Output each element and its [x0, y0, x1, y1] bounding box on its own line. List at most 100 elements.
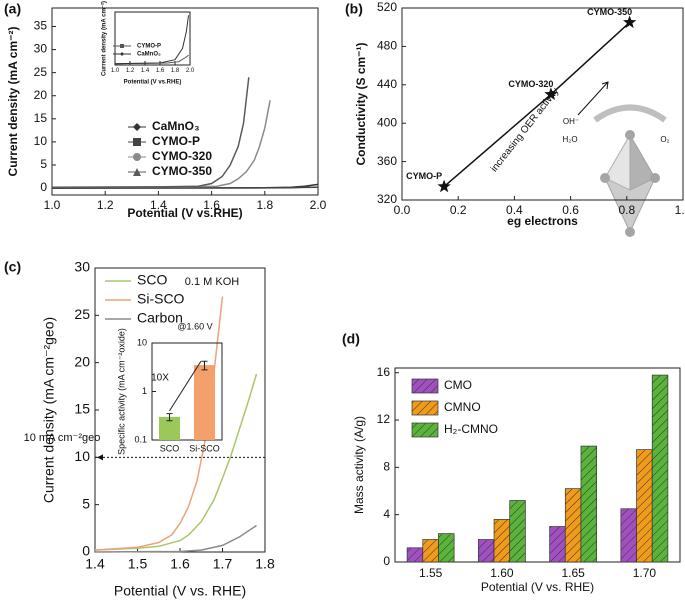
x-axis-label: Potential (V vs.RHE) — [127, 206, 242, 220]
y-tick-label: 35 — [34, 19, 48, 33]
bar — [636, 449, 653, 563]
legend-marker — [133, 153, 141, 161]
bar — [620, 508, 637, 563]
x-tick-label: 1.4 — [85, 555, 105, 571]
x-tick-label: 1.8 — [256, 198, 273, 212]
y-tick-label: 0 — [383, 554, 390, 568]
bar — [549, 526, 566, 563]
x-axis-label: Potential (V vs.RHE) — [124, 80, 182, 86]
bar — [509, 500, 526, 563]
x-axis-label: Potential (V vs. RHE) — [114, 583, 246, 599]
legend-label: H₂-CMNO — [444, 422, 498, 436]
x-axis-label: Potential (V vs. RHE) — [481, 580, 594, 594]
reference-arrow — [97, 454, 103, 461]
x-tick-label: 1.5 — [128, 555, 148, 571]
x-tick-label: 1.4 — [141, 68, 150, 74]
x-tick-label: 0.4 — [506, 203, 523, 217]
trend-arrow — [577, 81, 609, 116]
annotation: O₂ — [660, 135, 669, 144]
point-label: CYMO-320 — [508, 79, 553, 89]
y-axis-label: Current density (mA cm⁻²geo) — [41, 317, 57, 503]
panel: (c) 0 5 10 15 20 25 30 1.4 1.5 1.6 1.7 1.8 Potential … — [4, 259, 275, 599]
y-tick-label: 4 — [383, 507, 390, 521]
panel-label: (d) — [342, 331, 360, 347]
panel-label: (b) — [345, 1, 363, 17]
y-tick-label: 480 — [377, 39, 397, 53]
x-tick-label: 0.6 — [562, 203, 579, 217]
point — [437, 179, 451, 193]
x-tick-label: SCO — [160, 443, 180, 453]
annotation: OH⁻ — [563, 117, 579, 126]
bar — [159, 416, 180, 440]
annotation: 0.1 M KOH — [185, 276, 239, 288]
bar — [580, 445, 597, 563]
y-axis-label: Mass activity (A/g) — [352, 416, 366, 514]
legend-label: CMO — [444, 378, 472, 392]
legend-label: CaMnO₃ — [137, 52, 161, 58]
annotation-arrow — [169, 360, 202, 412]
legend-swatch — [411, 400, 439, 416]
bar — [438, 533, 455, 563]
y-axis-label: Specific activity (mA cm⁻²oxide) — [116, 328, 126, 455]
y-tick-label: 30 — [74, 259, 90, 275]
legend-label: CYMO-350 — [152, 164, 212, 178]
panel-label: (c) — [4, 259, 21, 275]
y-tick-label: 20 — [74, 353, 90, 369]
x-tick-label: 0.0 — [394, 203, 411, 217]
x-tick-label: 2.0 — [310, 198, 327, 212]
point — [544, 87, 558, 101]
bar — [651, 374, 669, 563]
x-axis-label: eg electrons — [507, 214, 578, 228]
x-tick-label: Si-SCO — [189, 443, 220, 453]
bar — [564, 488, 582, 563]
legend-label: CMNO — [444, 400, 481, 414]
annotation: increasing OER activity — [489, 86, 561, 174]
point-label: CYMO-P — [406, 171, 442, 181]
panel: (d) 0 4 8 12 16 Potential (V vs. RHE) Mass acti… — [342, 331, 681, 594]
x-tick-label: 1.2 — [126, 68, 135, 74]
x-tick-label: 1.2 — [97, 198, 114, 212]
y-tick-label: 25 — [34, 65, 48, 79]
y-axis-label: Current density (mA cm⁻²) — [101, 1, 108, 76]
x-tick-label: 1.55 — [419, 566, 443, 580]
legend-label: Si-SCO — [137, 291, 185, 307]
series-line — [51, 100, 271, 188]
y-tick-label: 5 — [40, 157, 47, 171]
y-tick-label: 400 — [377, 115, 397, 129]
legend-label: CaMnO₃ — [152, 119, 200, 133]
y-tick-label: 10 — [74, 448, 90, 464]
x-tick-label: 0.8 — [618, 203, 635, 217]
series-line — [94, 373, 258, 551]
legend-label: CYMO-P — [137, 44, 161, 50]
series-line — [51, 77, 250, 188]
x-tick-label: 0.2 — [450, 203, 467, 217]
annotation: 10 mA cm⁻²geo — [24, 432, 101, 444]
legend-label: CYMO-320 — [152, 149, 212, 163]
y-tick-label: 440 — [377, 77, 397, 91]
legend-swatch — [411, 422, 439, 438]
y-tick-label: 320 — [377, 192, 397, 206]
x-tick-label: 1.6 — [156, 68, 165, 74]
series-line — [94, 524, 257, 553]
error-bar — [201, 360, 208, 371]
plot-frame — [51, 7, 319, 196]
bar — [194, 365, 215, 440]
y-tick-label: 0 — [82, 543, 90, 559]
error-bar — [166, 413, 173, 422]
y-tick-label: 25 — [74, 306, 90, 322]
legend-marker — [133, 123, 141, 131]
y-tick-label: 15 — [34, 111, 48, 125]
bar — [478, 539, 495, 563]
x-tick-label: 1.0 — [44, 198, 61, 212]
point-label: CYMO-350 — [587, 7, 632, 17]
legend-label: CYMO-P — [152, 134, 200, 148]
bar — [493, 519, 511, 563]
series-line — [443, 21, 631, 188]
legend-marker — [120, 52, 124, 56]
panel: 1.0 1.2 1.4 1.6 1.8 2.0 Potential (V vs.RHE) Cu… — [101, 1, 195, 86]
x-tick-label: 1.8 — [255, 555, 275, 571]
y-axis-label: Conductivity (S cm⁻¹) — [354, 42, 368, 165]
x-tick-label: 1.8 — [171, 68, 180, 74]
panel-label: (a) — [4, 1, 21, 17]
